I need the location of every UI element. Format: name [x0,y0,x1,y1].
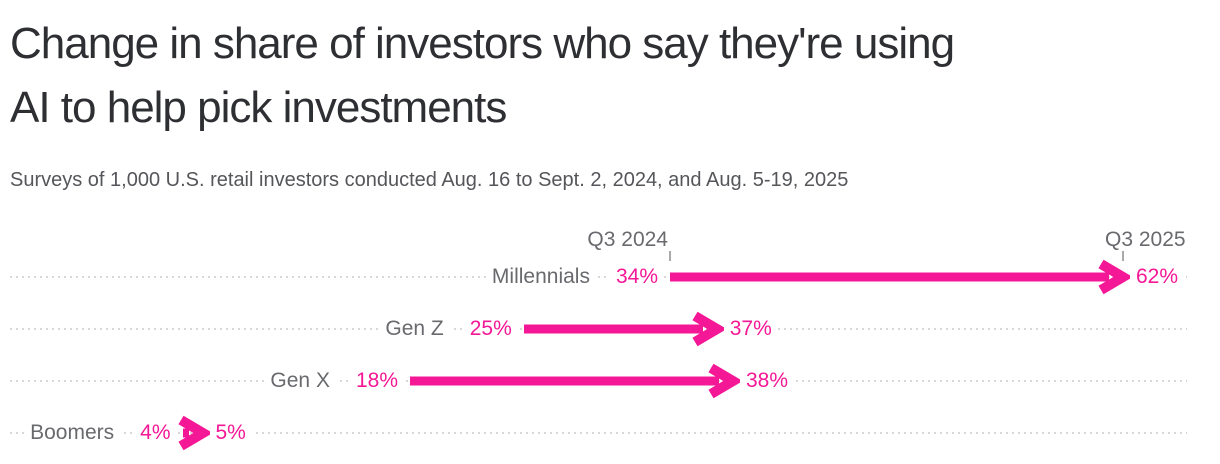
end-value: 38% [740,364,795,398]
arrowhead-icon [1098,259,1133,295]
row-label-group: Millennials 34% [485,260,664,294]
chart-subtitle: Surveys of 1,000 U.S. retail investors c… [10,169,849,191]
axis-tick-q3-2024 [669,251,671,261]
axis-tick-q3-2025 [1122,251,1124,261]
end-value: 62% [1130,260,1185,294]
row-gridline [10,276,1187,278]
row-label-group: Gen X 18% [264,364,404,398]
arrowhead-icon [692,311,727,347]
chart-row-boomers: Boomers 4% 5% [0,415,1220,451]
change-arrow [670,259,1133,295]
row-label: Gen Z [379,312,450,346]
row-label: Gen X [264,364,336,398]
start-value: 4% [134,416,177,450]
end-value: 37% [723,312,778,346]
chart-row-millennials: Millennials 34% 62% [0,259,1220,295]
row-gridline [10,432,1187,434]
change-arrow [177,415,213,451]
arrowhead-icon [708,363,743,399]
row-label-group: Gen Z 25% [379,312,518,346]
start-value: 18% [349,364,404,398]
chart-row-gen-z: Gen Z 25% 37% [0,311,1220,347]
row-label: Millennials [485,260,596,294]
change-arrow [410,363,743,399]
arrowhead-icon [177,415,213,451]
column-header-q3-2025: Q3 2025 [1103,228,1188,252]
start-value: 25% [463,312,518,346]
row-label-group: Boomers 4% [24,416,177,450]
change-arrow [523,311,727,347]
chart-title: Change in share of investors who say the… [10,19,955,132]
column-header-q3-2024: Q3 2024 [585,228,670,252]
chart-row-gen-x: Gen X 18% 38% [0,363,1220,399]
row-label: Boomers [24,416,121,450]
end-value: 5% [209,416,252,450]
start-value: 34% [609,260,664,294]
